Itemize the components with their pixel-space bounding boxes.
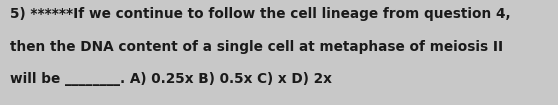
Text: will be ________. A) 0.25x B) 0.5x C) x D) 2x: will be ________. A) 0.25x B) 0.5x C) x … — [10, 72, 332, 86]
Text: then the DNA content of a single cell at metaphase of meiosis II: then the DNA content of a single cell at… — [10, 40, 503, 54]
Text: 5) ******If we continue to follow the cell lineage from question 4,: 5) ******If we continue to follow the ce… — [10, 7, 511, 21]
